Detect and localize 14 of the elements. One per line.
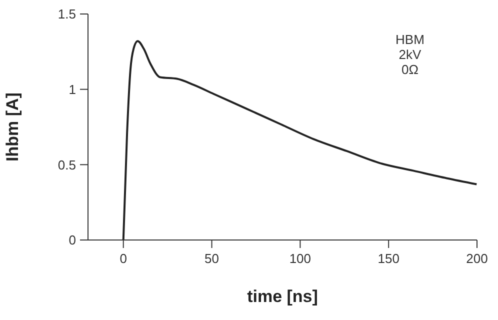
x-tick-label: 50 [204, 251, 220, 266]
y-tick-label: 1 [68, 82, 76, 97]
x-axis-title: time [ns] [247, 287, 318, 306]
annotation: 0Ω [400, 62, 420, 77]
x-tick-label: 200 [466, 251, 488, 266]
x-tick-label: 0 [120, 251, 127, 266]
y-tick-label: 0 [68, 232, 76, 248]
annotation: 2kV [398, 47, 422, 62]
y-tick-label: 1.5 [58, 6, 76, 22]
y-tick-label: 0.5 [58, 157, 76, 172]
x-tick-label: 150 [378, 251, 400, 266]
y-axis-title: Ihbm [A] [3, 92, 22, 162]
x-tick-label: 100 [289, 251, 312, 266]
annotation: HBM [394, 32, 426, 47]
